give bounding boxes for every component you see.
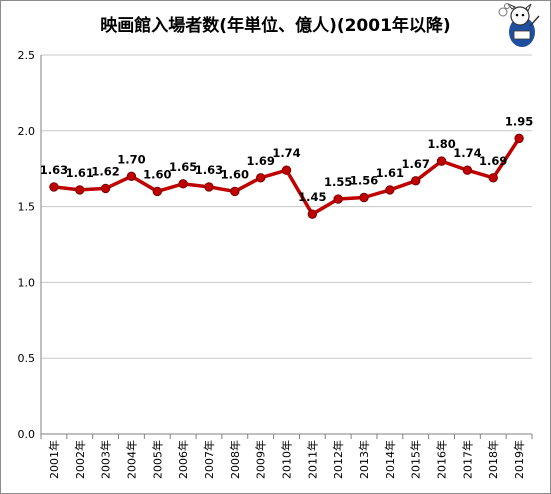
data-label: 1.67: [402, 157, 430, 171]
data-point: [281, 165, 292, 175]
x-tick-label: 2002年: [73, 440, 87, 479]
data-point: [436, 156, 447, 166]
y-tick-label: 2.0: [18, 125, 36, 138]
data-point: [204, 182, 214, 192]
x-tick-label: 2004年: [124, 440, 138, 479]
data-point: [488, 173, 498, 183]
y-tick-label: 1.0: [18, 276, 36, 289]
data-point: [230, 186, 240, 197]
data-point: [385, 185, 395, 195]
data-point: [178, 179, 188, 189]
x-tick-label: 2016年: [435, 440, 449, 479]
grid-lines: [41, 54, 532, 359]
x-tick-label: 2003年: [99, 440, 113, 479]
data-point: [411, 176, 421, 186]
x-tick-label: 2001年: [47, 440, 61, 479]
x-tick-label: 2010年: [280, 440, 294, 479]
data-point: [100, 183, 111, 194]
x-tick-label: 2008年: [228, 440, 242, 479]
x-tick-label: 2006年: [176, 440, 190, 479]
chart-title: 映画館入場者数(年単位、億人)(2001年以降): [100, 16, 451, 36]
data-label: 1.61: [66, 166, 94, 180]
x-tick-label: 2005年: [150, 440, 164, 479]
data-label: 1.65: [169, 160, 197, 174]
data-label: 1.61: [376, 166, 404, 180]
x-tick-label: 2011年: [305, 440, 319, 479]
data-label: 1.60: [143, 167, 171, 181]
mascot-logo: [498, 3, 540, 47]
y-tick-label: 0.5: [18, 352, 36, 365]
x-tick-label: 2019年: [512, 440, 526, 479]
x-tick-label: 2015年: [409, 440, 423, 479]
y-tick-label: 0.0: [18, 428, 36, 441]
y-tick-label: 2.5: [18, 49, 36, 62]
data-label: 1.45: [298, 190, 326, 204]
data-label: 1.60: [221, 167, 249, 181]
axes: [40, 55, 533, 439]
x-tick-label: 2009年: [254, 440, 268, 479]
data-point: [152, 186, 162, 197]
data-label: 1.63: [40, 163, 68, 177]
y-tick-labels: 0.0 0.5 1.0 1.5 2.0 2.5: [18, 49, 36, 441]
data-label: 1.70: [117, 152, 145, 166]
data-point: [514, 133, 524, 144]
data-point: [75, 185, 85, 195]
data-point: [126, 171, 137, 181]
data-point: [462, 165, 473, 175]
data-labels: 1.631.611.621.701.601.651.631.601.691.74…: [40, 114, 534, 204]
data-label: 1.56: [350, 174, 378, 188]
x-tick-label: 2017年: [460, 440, 474, 479]
data-label: 1.69: [479, 154, 507, 168]
y-tick-label: 1.5: [18, 201, 36, 214]
x-tick-label: 2012年: [331, 440, 345, 479]
data-label: 1.74: [272, 146, 300, 160]
data-point: [307, 209, 318, 219]
x-tick-label: 2007年: [202, 440, 216, 479]
data-point: [333, 194, 343, 204]
series-line: [49, 133, 524, 219]
data-label: 1.62: [91, 164, 119, 178]
data-label: 1.69: [246, 154, 274, 168]
x-tick-label: 2013年: [357, 440, 371, 479]
data-point: [359, 192, 369, 203]
data-label: 1.95: [505, 114, 533, 128]
data-point: [255, 173, 266, 183]
x-tick-label: 2018年: [486, 440, 500, 479]
data-label: 1.55: [324, 175, 352, 189]
x-tick-labels: 2001年 2002年 2003年 2004年 2005年 2006年 2007年 2008年…: [47, 440, 526, 479]
data-label: 1.80: [427, 137, 455, 151]
data-point: [49, 182, 59, 192]
x-tick-label: 2014年: [383, 440, 397, 479]
data-label: 1.63: [195, 163, 223, 177]
data-label: 1.74: [453, 146, 481, 160]
